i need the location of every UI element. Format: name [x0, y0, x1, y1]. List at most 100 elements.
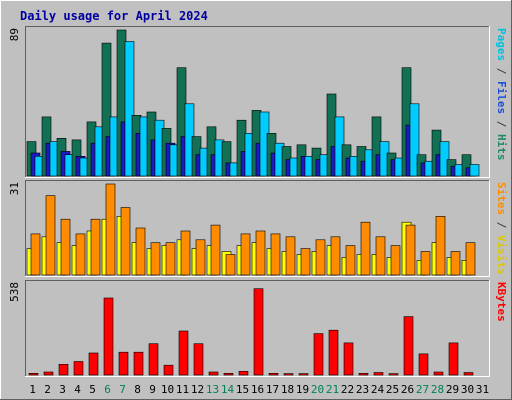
x-tick-label-day-22: 22 [341, 383, 354, 396]
bar-pages-day-26 [409, 103, 420, 177]
bar-kbytes-day-25 [388, 373, 399, 376]
x-tick-label-day-17: 17 [266, 383, 279, 396]
bar-sites-day-15 [240, 233, 251, 276]
bar-kbytes-day-6 [103, 297, 114, 376]
x-tick-label-day-9: 9 [149, 383, 156, 396]
bar-sites-day-24 [375, 236, 386, 276]
bar-kbytes-day-14 [223, 372, 234, 376]
chart-title: Daily usage for April 2024 [20, 9, 208, 23]
x-tick-label-day-21: 21 [326, 383, 339, 396]
bar-kbytes-day-10 [163, 364, 174, 376]
hits-panel-legend-item-3: / [495, 114, 508, 134]
bar-kbytes-day-26 [403, 316, 414, 376]
x-tick-label-day-6: 6 [104, 383, 111, 396]
bar-kbytes-day-22 [343, 342, 354, 376]
x-tick-label-day-3: 3 [59, 383, 66, 396]
x-tick-label-day-25: 25 [386, 383, 399, 396]
bar-sites-day-21 [330, 236, 341, 276]
bar-sites-day-27 [420, 251, 431, 276]
x-tick-label-day-31: 31 [476, 383, 489, 396]
bar-kbytes-day-19 [298, 373, 309, 376]
bar-sites-day-13 [210, 224, 221, 276]
bar-sites-day-28 [435, 216, 446, 276]
bar-pages-day-28 [439, 141, 450, 177]
bar-kbytes-day-17 [268, 372, 279, 376]
bar-kbytes-day-24 [373, 372, 384, 376]
x-tick-label-day-30: 30 [461, 383, 474, 396]
bar-sites-day-19 [300, 248, 311, 276]
x-tick-label-day-7: 7 [119, 383, 126, 396]
bar-sites-day-18 [285, 236, 296, 276]
x-tick-label-day-18: 18 [281, 383, 294, 396]
hits-panel-legend-item-0: Pages [495, 28, 508, 61]
bar-sites-day-26 [405, 224, 416, 276]
bar-sites-day-14 [225, 254, 236, 276]
bar-sites-day-16 [255, 230, 266, 276]
bar-kbytes-day-28 [433, 371, 444, 376]
x-tick-label-day-15: 15 [236, 383, 249, 396]
bar-kbytes-day-29 [448, 342, 459, 376]
kbytes-panel-max-label: 538 [8, 282, 21, 302]
visits-panel: 31 Sites / Visits [8, 180, 508, 277]
bar-kbytes-day-9 [148, 343, 159, 376]
kbytes-panel-legend: KBytes [495, 282, 508, 322]
bar-kbytes-day-27 [418, 353, 429, 376]
x-tick-label-day-2: 2 [44, 383, 51, 396]
hits-panel-legend-item-2: Files [495, 81, 508, 114]
x-tick-label-day-28: 28 [431, 383, 444, 396]
visits-panel-legend-item-0: Sites [495, 182, 508, 215]
bar-kbytes-day-3 [58, 363, 69, 376]
bar-sites-day-7 [120, 207, 131, 276]
bar-sites-day-10 [165, 242, 176, 276]
bar-kbytes-day-2 [43, 371, 54, 376]
bar-sites-day-6 [105, 183, 116, 276]
x-tick-label-day-23: 23 [356, 383, 369, 396]
x-tick-label-day-13: 13 [206, 383, 219, 396]
bar-sites-day-12 [195, 239, 206, 276]
kbytes-panel: 538 KBytes [8, 280, 508, 377]
x-tick-label-day-24: 24 [371, 383, 385, 396]
bar-kbytes-day-4 [73, 361, 84, 376]
bar-pages-day-7 [124, 41, 135, 177]
bar-kbytes-day-11 [178, 330, 189, 376]
bar-sites-day-8 [135, 227, 146, 276]
bar-kbytes-day-30 [463, 372, 474, 376]
visits-panel-legend-item-2: Visits [495, 235, 508, 275]
x-tick-label-day-10: 10 [161, 383, 174, 396]
bar-sites-day-17 [270, 233, 281, 276]
bar-sites-day-9 [150, 242, 161, 276]
bar-sites-day-4 [75, 233, 86, 276]
bar-sites-day-30 [465, 242, 476, 276]
x-tick-label-day-29: 29 [446, 383, 459, 396]
hits-panel-legend-item-4: Hits [495, 134, 508, 161]
x-tick-label-day-26: 26 [401, 383, 414, 396]
x-tick-label-day-4: 4 [74, 383, 81, 396]
bar-kbytes-day-21 [328, 329, 339, 376]
visits-panel-legend-item-1: / [495, 215, 508, 235]
bar-sites-day-20 [315, 239, 326, 276]
hits-panel-legend-item-1: / [495, 61, 508, 81]
bar-sites-day-3 [60, 218, 71, 276]
bar-kbytes-day-15 [238, 370, 249, 376]
bar-kbytes-day-5 [88, 352, 99, 376]
hits-panel-max-label: 89 [8, 28, 21, 41]
bar-kbytes-day-20 [313, 333, 324, 376]
bar-sites-day-2 [45, 195, 56, 276]
x-tick-label-day-19: 19 [296, 383, 309, 396]
visits-panel-legend: Sites / Visits [495, 182, 508, 275]
x-tick-label-day-12: 12 [191, 383, 204, 396]
bar-kbytes-day-8 [133, 351, 144, 376]
bar-sites-day-5 [90, 218, 101, 276]
bar-kbytes-day-1 [28, 372, 39, 376]
x-tick-label-day-11: 11 [176, 383, 189, 396]
bar-kbytes-day-12 [193, 343, 204, 376]
bar-kbytes-day-16 [253, 288, 264, 376]
x-tick-label-day-20: 20 [311, 383, 324, 396]
bar-sites-day-23 [360, 221, 371, 276]
visits-panel-max-label: 31 [8, 182, 21, 195]
bar-sites-day-22 [345, 245, 356, 276]
bar-kbytes-day-18 [283, 373, 294, 376]
x-tick-label-day-27: 27 [416, 383, 429, 396]
hits-panel: 89 Pages / Files / Hits [8, 26, 508, 178]
